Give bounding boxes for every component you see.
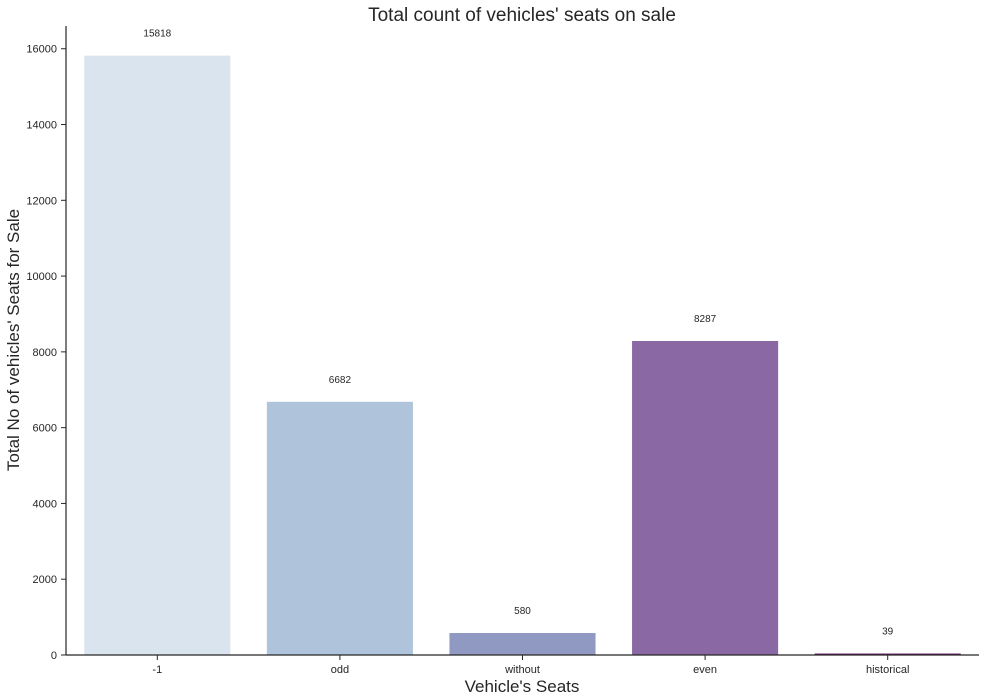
y-tick-label-7: 14000 <box>26 120 57 132</box>
data-label-1: 6682 <box>329 375 352 386</box>
data-label-2: 580 <box>514 606 531 617</box>
bar-2 <box>449 633 596 655</box>
x-tick-label-2: without <box>504 664 540 676</box>
data-label-3: 8287 <box>694 314 717 325</box>
bar-0 <box>84 55 231 655</box>
x-axis-label: Vehicle's Seats <box>465 677 580 696</box>
data-labels-group: 15818 6682 580 8287 39 <box>143 29 893 638</box>
y-tick-label-1: 2000 <box>33 574 57 586</box>
y-axis-label: Total No of vehicles' Seats for Sale <box>4 209 23 471</box>
x-tick-label-3: even <box>693 664 717 676</box>
x-tick-label-0: -1 <box>152 664 162 676</box>
x-tick-label-4: historical <box>866 664 909 676</box>
data-label-4: 39 <box>882 627 894 638</box>
y-tick-label-8: 16000 <box>26 44 57 56</box>
y-ticks-group: 0 2000 4000 6000 8000 10000 12000 14000 16000 <box>26 44 66 662</box>
bars-group <box>84 55 961 655</box>
x-tick-label-1: odd <box>331 664 349 676</box>
bar-3 <box>632 340 779 655</box>
chart-title: Total count of vehicles' seats on sale <box>368 5 676 26</box>
data-label-0: 15818 <box>143 29 171 40</box>
y-tick-label-0: 0 <box>51 650 57 662</box>
y-tick-label-3: 6000 <box>33 423 57 435</box>
bar-1 <box>266 401 413 655</box>
y-tick-label-4: 8000 <box>33 347 57 359</box>
y-tick-label-5: 10000 <box>26 271 57 283</box>
x-ticks-group: -1 odd without even historical <box>152 655 909 676</box>
bar-4 <box>814 653 961 655</box>
y-tick-label-6: 12000 <box>26 195 57 207</box>
y-tick-label-2: 4000 <box>33 498 57 510</box>
